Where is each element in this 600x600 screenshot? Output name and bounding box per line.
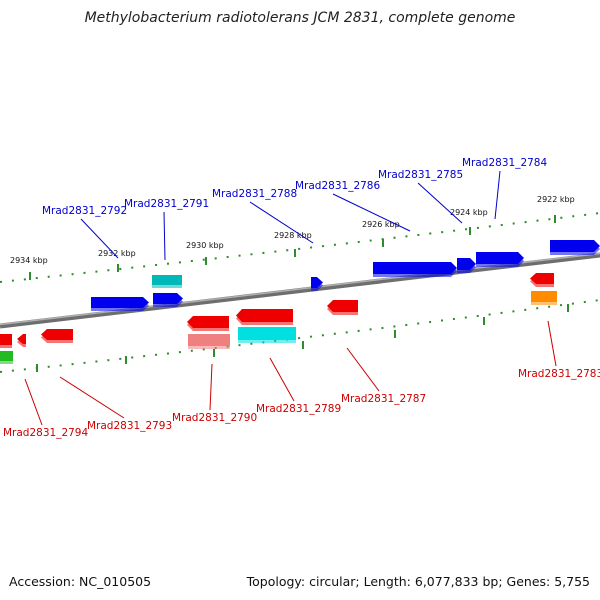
leader-line (249, 201, 314, 244)
gene-label-Mrad2831_2785: Mrad2831_2785 (378, 169, 463, 181)
topology-text: Topology: circular; Length: 6,077,833 bp… (246, 574, 590, 589)
gene-Mrad2831_2787 (327, 300, 358, 315)
gene-mrad2831-2789-a (236, 309, 293, 325)
gene-mrad2831-2794-b-body (17, 334, 26, 344)
gene-label-Mrad2831_2788: Mrad2831_2788 (212, 188, 297, 200)
gene-green-body (0, 351, 13, 361)
gene-label-Mrad2831_2791: Mrad2831_2791 (124, 198, 209, 210)
leader-line (24, 378, 43, 426)
gene-mrad2831-2790-a-body (187, 316, 229, 328)
leader-line (494, 170, 501, 220)
gene-mrad2831-2782-body (550, 240, 600, 252)
scale-tick-label: 2922 kbp (537, 195, 575, 204)
leader-line (417, 182, 463, 224)
gene-label-Mrad2831_2784: Mrad2831_2784 (462, 157, 547, 169)
leader-line (80, 218, 119, 259)
leader-line (269, 357, 295, 402)
leader-line (332, 193, 411, 232)
accession-text: Accession: NC_010505 (9, 574, 152, 589)
gene-Mrad2831_2783-body (531, 291, 557, 302)
scale-tick-label: 2926 kbp (362, 220, 400, 229)
gene-mrad2831-2791-b-body (153, 293, 183, 304)
gene-mrad2831-2791-b (153, 293, 183, 307)
map-title: Methylobacterium radiotolerans JCM 2831,… (84, 10, 516, 26)
gene-green (0, 351, 13, 364)
gene-Mrad2831_2789 (238, 327, 296, 343)
gene-mrad2831-2782 (550, 240, 600, 255)
leader-line (346, 347, 380, 392)
gene-Mrad2831_2793 (41, 329, 73, 343)
gene-Mrad2831_2786 (373, 262, 457, 277)
gene-Mrad2831_2790 (188, 334, 230, 349)
scale-tick-label: 2928 kbp (274, 231, 312, 240)
gene-mrad2831-2783-a (530, 273, 554, 287)
gene-Mrad2831_2789-body (238, 327, 296, 340)
gene-label-Mrad2831_2786: Mrad2831_2786 (295, 180, 380, 192)
gene-Mrad2831_2784 (476, 252, 524, 267)
scale-tick-label: 2930 kbp (186, 241, 224, 250)
gene-Mrad2831_2793-body (41, 329, 73, 340)
gene-Mrad2831_2785-body (457, 258, 476, 270)
leader-line (59, 376, 125, 419)
gene-mrad2831-2794-b (17, 334, 26, 347)
gene-Mrad2831_2784-body (476, 252, 524, 264)
leader-line (163, 211, 166, 261)
scale-tick-label: 2932 kbp (98, 249, 136, 258)
gene-Mrad2831_2787-body (327, 300, 358, 312)
gene-Mrad2831_2792 (91, 297, 149, 311)
gene-label-Mrad2831_2793: Mrad2831_2793 (87, 420, 172, 432)
gene-mrad2831-2795 (0, 334, 12, 348)
gene-Mrad2831_2792-body (91, 297, 149, 308)
gene-label-Mrad2831_2783: Mrad2831_2783 (518, 368, 600, 380)
upper-scale-track (0, 212, 600, 283)
gene-Mrad2831_2790-body (188, 334, 230, 346)
gene-mrad2831-2790-a (187, 316, 229, 331)
gene-label-Mrad2831_2789: Mrad2831_2789 (256, 403, 341, 415)
scale-tick-label: 2924 kbp (450, 208, 488, 217)
gene-Mrad2831_2786-body (373, 262, 457, 274)
gene-Mrad2831_2788-body (311, 277, 323, 288)
gene-label-Mrad2831_2794: Mrad2831_2794 (3, 427, 88, 439)
gene-Mrad2831_2791 (152, 275, 182, 288)
gene-mrad2831-2783-a-body (530, 273, 554, 284)
leader-line (209, 363, 213, 411)
gene-mrad2831-2795-body (0, 334, 12, 345)
gene-label-Mrad2831_2787: Mrad2831_2787 (341, 393, 426, 405)
gene-mrad2831-2789-a-body (236, 309, 293, 322)
gene-Mrad2831_2788 (311, 277, 323, 291)
gene-Mrad2831_2785 (457, 258, 476, 273)
gene-Mrad2831_2791-body (152, 275, 182, 285)
scale-tick-label: 2934 kbp (10, 256, 48, 265)
lower-scale-track (0, 299, 600, 373)
leader-line (547, 320, 557, 367)
gene-Mrad2831_2783 (531, 291, 557, 305)
gene-label-Mrad2831_2792: Mrad2831_2792 (42, 205, 127, 217)
gene-label-Mrad2831_2790: Mrad2831_2790 (172, 412, 257, 424)
